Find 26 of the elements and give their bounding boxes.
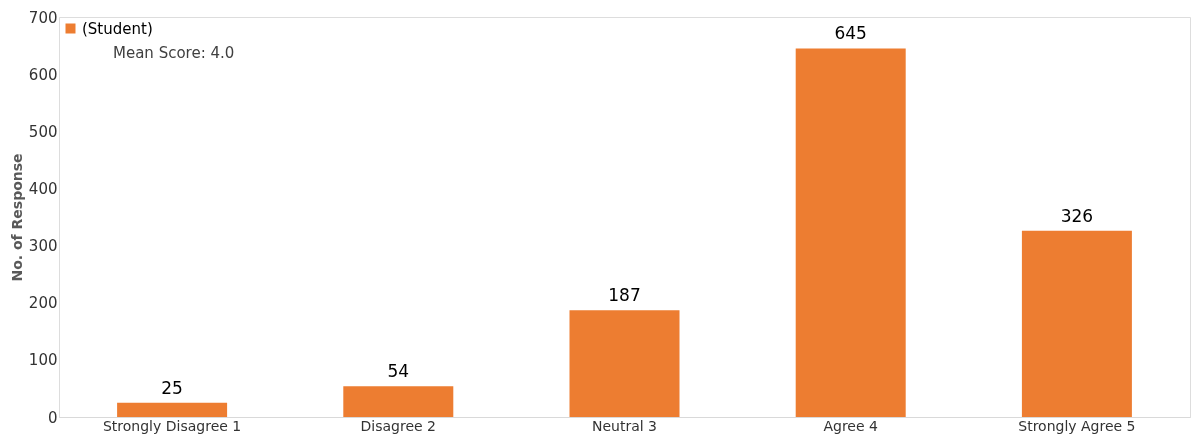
- y-tick-label: 700: [28, 8, 58, 27]
- y-tick-label: 300: [28, 237, 58, 256]
- annotation: Mean Score: 4.0: [113, 44, 235, 62]
- legend-label: (Student): [82, 19, 153, 38]
- bar: [117, 402, 228, 417]
- y-axis-title: No. of Response: [8, 153, 25, 282]
- y-tick-label: 200: [28, 294, 58, 313]
- data-label: 187: [608, 285, 641, 306]
- x-tick-label: Strongly Agree 5: [1018, 417, 1136, 434]
- bar: [569, 310, 680, 417]
- x-tick-label: Agree 4: [823, 417, 879, 434]
- y-tick-label: 600: [28, 65, 58, 84]
- x-tick-label: Disagree 2: [360, 417, 437, 434]
- bar: [343, 386, 454, 417]
- data-label: 645: [834, 23, 867, 44]
- y-tick-label: 0: [47, 408, 58, 427]
- data-label: 54: [387, 361, 410, 382]
- bar: [1021, 230, 1132, 417]
- y-tick-label: 400: [28, 179, 58, 198]
- x-tick-label: Strongly Disagree 1: [102, 417, 242, 434]
- data-label: 25: [161, 377, 183, 398]
- data-label: 326: [1060, 205, 1094, 226]
- y-tick-label: 100: [28, 351, 58, 370]
- y-tick-label: 500: [28, 122, 58, 141]
- bar: [795, 48, 906, 417]
- x-tick-label: Neutral 3: [591, 417, 658, 434]
